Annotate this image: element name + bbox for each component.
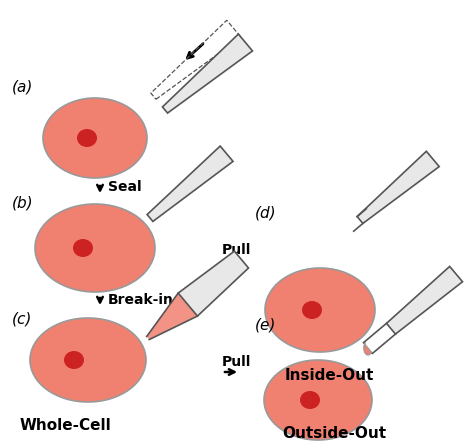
- Polygon shape: [364, 343, 373, 355]
- Ellipse shape: [265, 268, 375, 352]
- Ellipse shape: [264, 360, 372, 440]
- Ellipse shape: [30, 318, 146, 402]
- Polygon shape: [178, 251, 248, 316]
- Ellipse shape: [300, 391, 320, 409]
- Ellipse shape: [35, 204, 155, 292]
- Text: Pull: Pull: [222, 355, 251, 369]
- Polygon shape: [147, 293, 198, 339]
- Ellipse shape: [64, 351, 84, 369]
- Text: (a): (a): [12, 80, 33, 95]
- Polygon shape: [163, 34, 253, 113]
- Ellipse shape: [302, 301, 322, 319]
- Ellipse shape: [43, 98, 147, 178]
- Text: (e): (e): [255, 318, 276, 333]
- Ellipse shape: [73, 239, 93, 257]
- Text: Seal: Seal: [108, 180, 142, 194]
- Polygon shape: [386, 267, 463, 334]
- Text: (b): (b): [12, 196, 34, 211]
- Polygon shape: [357, 151, 439, 224]
- Text: (c): (c): [12, 311, 32, 326]
- Text: Whole-Cell: Whole-Cell: [20, 418, 112, 433]
- Ellipse shape: [77, 129, 97, 147]
- Text: Break-in: Break-in: [108, 293, 174, 307]
- Text: Outside-Out: Outside-Out: [282, 426, 386, 441]
- Text: Pull: Pull: [222, 243, 251, 257]
- Text: (d): (d): [255, 206, 277, 221]
- Polygon shape: [147, 146, 233, 221]
- Text: Inside-Out: Inside-Out: [285, 368, 374, 383]
